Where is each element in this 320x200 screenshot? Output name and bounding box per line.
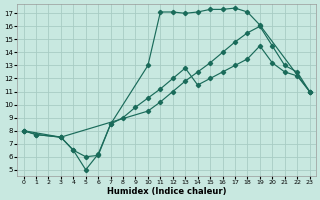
- X-axis label: Humidex (Indice chaleur): Humidex (Indice chaleur): [107, 187, 226, 196]
